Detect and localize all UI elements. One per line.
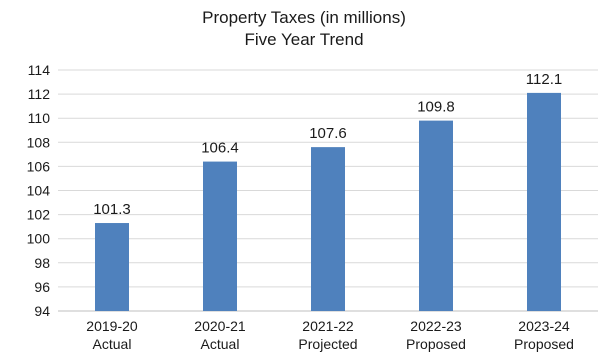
x-tick-label: Actual: [201, 336, 240, 352]
x-tick-label: 2021-22: [302, 318, 354, 334]
y-tick-label: 110: [28, 110, 51, 126]
x-tick-label: Projected: [298, 336, 357, 352]
y-tick-label: 106: [27, 158, 51, 174]
x-tick-label: Proposed: [406, 336, 466, 352]
x-tick-label: Actual: [93, 336, 132, 352]
y-tick-label: 98: [34, 255, 50, 271]
y-tick-label: 100: [27, 231, 51, 247]
y-tick-label: 94: [34, 303, 50, 319]
y-tick-label: 108: [27, 134, 51, 150]
data-label: 112.1: [526, 71, 562, 88]
bar: [203, 161, 237, 311]
bar: [311, 147, 345, 311]
y-tick-label: 112: [28, 86, 51, 102]
x-tick-label: 2023-24: [518, 318, 570, 334]
data-label: 109.8: [417, 99, 455, 116]
data-label: 107.6: [309, 125, 347, 142]
chart-subtitle: Five Year Trend: [244, 30, 364, 49]
bar: [95, 223, 129, 311]
bar: [527, 92, 561, 312]
y-tick-label: 104: [27, 183, 51, 199]
bar: [419, 120, 453, 311]
x-tick-label: Proposed: [514, 336, 574, 352]
y-tick-label: 96: [34, 279, 50, 295]
x-tick-label: 2019-20: [86, 318, 138, 334]
x-tick-label: 2022-23: [410, 318, 462, 334]
y-tick-label: 102: [27, 207, 51, 223]
data-label: 101.3: [93, 201, 131, 218]
chart-title: Property Taxes (in millions): [202, 8, 406, 27]
data-label: 106.4: [201, 140, 239, 157]
y-tick-label: 114: [28, 62, 51, 78]
x-tick-label: 2020-21: [194, 318, 246, 334]
